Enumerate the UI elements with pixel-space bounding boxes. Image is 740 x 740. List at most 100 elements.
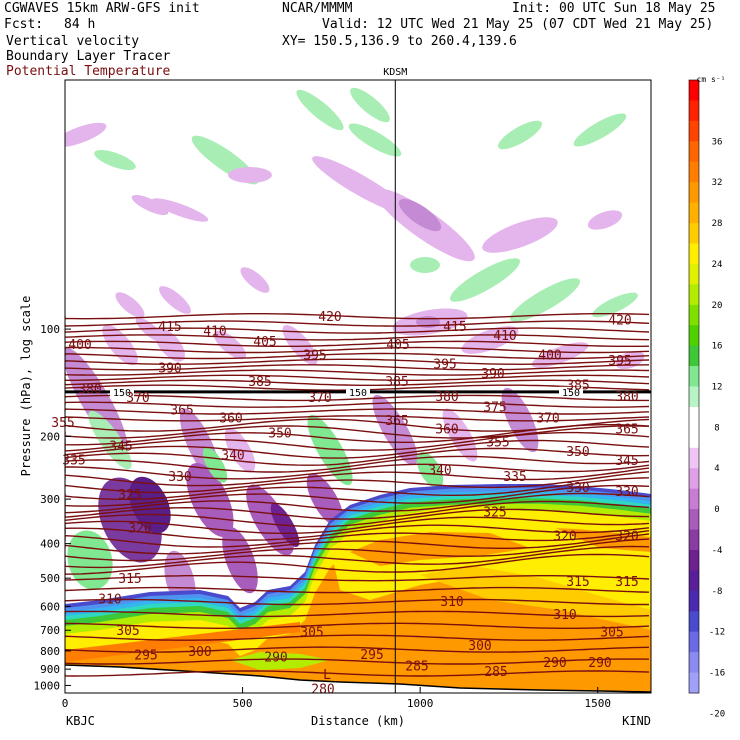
colorbar-swatch [689,631,699,653]
theta-isoline [65,358,650,366]
colorbar-tick-label: 16 [712,342,723,352]
velocity-streak [410,257,440,273]
theta-label: 310 [440,595,463,610]
theta-label: 335 [62,453,85,468]
colorbar-swatch [689,366,699,387]
theta-label: 345 [109,439,132,454]
velocity-streak [115,292,145,318]
x-tick-label: 1500 [584,697,611,710]
velocity-band [88,410,132,470]
velocity-streak [151,198,209,222]
colorbar-swatch [689,488,699,510]
theta-isoline [65,634,650,641]
theta-label: 290 [264,651,287,666]
theta-isoline [65,471,650,494]
colorbar-swatch [689,570,699,592]
colorbar-tick-label: 12 [712,383,723,393]
colorbar-tick-label: -16 [709,669,725,679]
theta-isoline [65,658,650,665]
field-potential-temperature: Potential Temperature [6,64,171,79]
colorbar-swatch [689,223,699,244]
theta-isoline [65,477,650,500]
theta-isoline [65,516,650,534]
velocity-streak [461,326,519,354]
theta-isoline [65,533,650,555]
theta-label: 380 [78,383,101,398]
theta-label: 390 [481,367,504,382]
theta-isoline [65,622,650,629]
y-tick-label: 900 [40,663,60,676]
center-label: NCAR/MMMM [282,1,353,16]
theta-label: 410 [493,329,516,344]
theta-label: 365 [170,403,193,418]
theta-label: 320 [128,521,151,536]
colorbar-swatch [689,529,699,551]
colorbar-swatch [689,386,699,408]
theta-label: 285 [484,665,507,680]
colorbar-swatch [689,345,699,367]
theta-label: 335 [503,470,526,485]
colorbar-swatch [689,202,699,224]
y-axis-label: Pressure (hPa), log scale [19,296,33,477]
velocity-streak [94,150,136,170]
colorbar-swatch [689,243,699,265]
colorbar-swatch [689,80,699,101]
field-vertical-velocity: Vertical velocity [6,34,140,49]
colorbar-tick-label: 36 [712,137,723,147]
colorbar-swatch [689,406,699,428]
theta-label: 295 [134,649,157,664]
theta-label: 330 [615,485,638,500]
section-end-label: KIND [622,714,651,728]
theta-isoline [65,394,649,402]
theta-label: 300 [468,639,491,654]
theta-label: 420 [318,310,341,325]
velocity-streak [497,120,543,150]
velocity-streak [348,123,402,157]
theta-label: 330 [168,470,191,485]
theta-label: 380 [435,390,458,405]
y-tick-label: 600 [40,600,60,613]
colorbar-swatch [689,100,699,122]
theta-isoline [65,553,650,575]
velocity-band [67,530,113,590]
colorbar-swatch [689,325,699,347]
theta-label: 405 [386,338,409,353]
colorbar-tick-label: 4 [714,464,719,474]
theta-label: 295 [360,648,383,663]
colorbar-swatch [689,590,699,612]
theta-label: 385 [566,378,589,393]
x-tick-label: 0 [62,697,69,710]
x-axis-label: Distance (km) [311,714,405,728]
theta-label: 300 [188,645,211,660]
y-tick-label: 100 [40,323,60,336]
theta-label: 395 [433,358,456,373]
theta-label: 415 [443,320,466,335]
theta-label: 420 [608,314,631,329]
theta-label: 385 [385,375,408,390]
theta-isoline [65,364,650,371]
theta-label: 390 [158,361,181,376]
colorbar-swatch [689,672,699,694]
theta-isoline [65,431,650,452]
theta-label: 340 [428,464,451,479]
theta-isoline [65,484,650,507]
theta-isoline [65,492,650,514]
theta-isoline [65,334,650,341]
colorbar-frame [688,79,700,694]
tropopause-label: 150 [113,388,131,399]
theta-isoline [65,352,650,360]
theta-isoline [65,463,650,480]
model-title: CGWAVES 15km ARW-GFS init [4,1,200,16]
tracer-gold-band [420,565,651,630]
theta-label: 375 [483,401,506,416]
colorbar-swatch [689,304,699,326]
theta-isoline [65,598,649,606]
theta-label: 365 [615,422,638,437]
velocity-streak [350,87,390,123]
theta-label: 415 [158,320,181,335]
theta-isoline [65,530,650,548]
velocity-streak [592,292,638,318]
theta-label: 310 [98,592,121,607]
velocity-streak [159,286,191,314]
